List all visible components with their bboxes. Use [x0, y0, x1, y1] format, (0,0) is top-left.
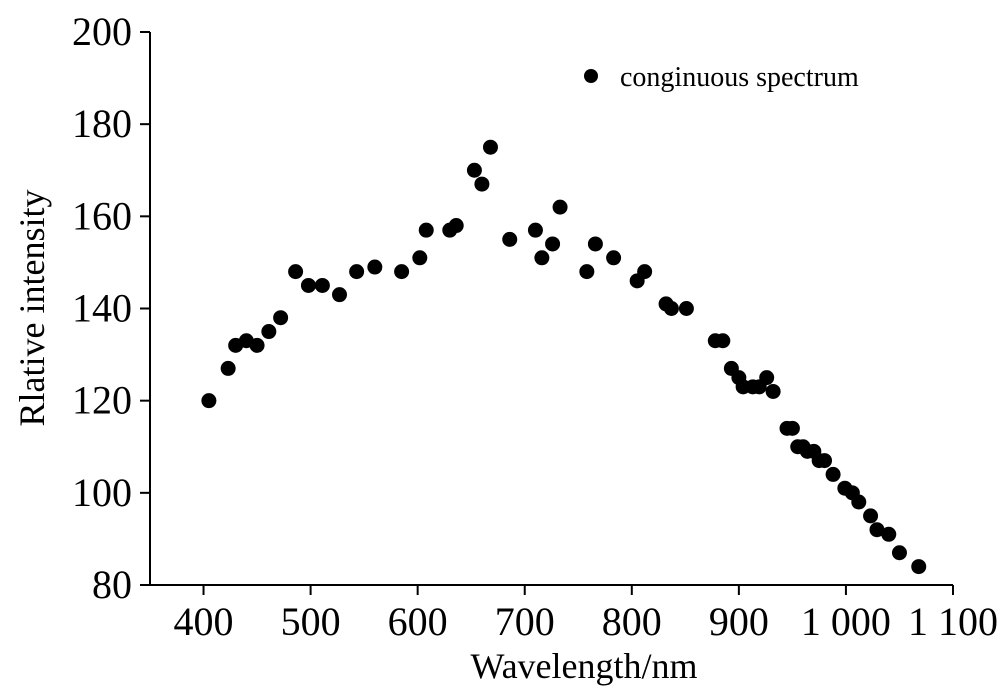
- data-point: [784, 420, 800, 436]
- data-point: [911, 559, 927, 575]
- data-point: [261, 324, 277, 340]
- y-ticks: 80 100 120 140 160 180 200: [72, 9, 150, 607]
- data-point: [332, 287, 348, 303]
- axes: [149, 32, 953, 586]
- legend-label: conginuous spectrum: [620, 62, 859, 93]
- data-point: [817, 453, 833, 469]
- data-point: [466, 162, 482, 178]
- data-point: [527, 222, 543, 238]
- data-point: [249, 337, 265, 353]
- data-point: [881, 526, 897, 542]
- data-point: [715, 333, 731, 349]
- y-tick-label: 160: [72, 193, 132, 238]
- data-point: [288, 264, 304, 280]
- data-point: [482, 139, 498, 155]
- x-tick-label: 400: [174, 599, 234, 644]
- data-point: [765, 383, 781, 399]
- data-point: [863, 508, 879, 524]
- data-point: [448, 218, 464, 234]
- data-point: [825, 466, 841, 482]
- legend: conginuous spectrum: [584, 62, 859, 93]
- data-point: [579, 264, 595, 280]
- data-point: [869, 522, 885, 538]
- y-axis-title: Rlative intensity: [12, 190, 52, 427]
- data-point: [502, 231, 518, 247]
- x-tick-label: 700: [495, 599, 555, 644]
- data-point: [273, 310, 289, 326]
- data-point: [851, 494, 867, 510]
- data-point: [606, 250, 622, 266]
- x-ticks: 400 500 600 700 800 900 1 000 1 100: [174, 585, 998, 644]
- data-point: [300, 277, 316, 293]
- data-point: [678, 301, 694, 316]
- x-tick-label: 600: [388, 599, 448, 644]
- data-point: [394, 264, 410, 280]
- data-point: [545, 236, 561, 252]
- x-tick-label: 1 100: [908, 599, 998, 644]
- y-tick-label: 180: [72, 101, 132, 146]
- data-point: [759, 370, 775, 386]
- data-point: [474, 176, 490, 192]
- data-point: [367, 259, 383, 275]
- data-point: [412, 250, 428, 266]
- x-tick-label: 900: [709, 599, 769, 644]
- data-point: [637, 264, 653, 280]
- y-tick-label: 140: [72, 286, 132, 331]
- x-tick-label: 1 000: [801, 599, 891, 644]
- x-tick-label: 500: [281, 599, 341, 644]
- data-point: [891, 545, 907, 561]
- legend-marker: [584, 69, 598, 83]
- data-point: [663, 301, 679, 316]
- data-point: [418, 222, 434, 238]
- data-point: [314, 277, 330, 293]
- y-tick-label: 120: [72, 378, 132, 423]
- y-tick-label: 80: [92, 562, 132, 607]
- data-point: [349, 264, 365, 280]
- y-tick-label: 200: [72, 9, 132, 54]
- data-point: [201, 393, 217, 409]
- data-point: [552, 199, 568, 215]
- data-point: [534, 250, 550, 266]
- y-tick-label: 100: [72, 470, 132, 515]
- data-points: [201, 139, 927, 575]
- data-point: [587, 236, 603, 252]
- x-axis-title: Wavelength/nm: [470, 646, 697, 686]
- data-point: [220, 360, 236, 376]
- x-tick-label: 800: [602, 599, 662, 644]
